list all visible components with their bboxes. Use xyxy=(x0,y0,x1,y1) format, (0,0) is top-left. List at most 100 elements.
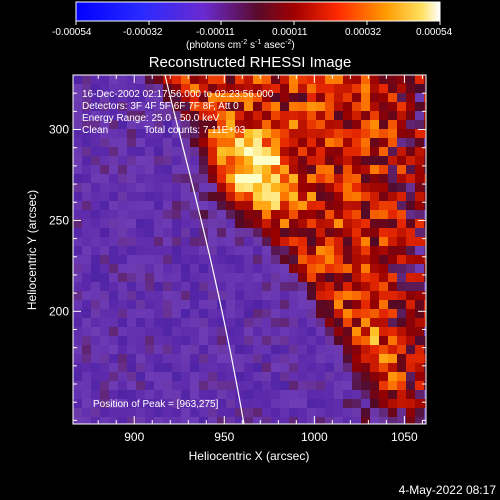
heatmap-cell xyxy=(388,390,398,400)
heatmap-cell xyxy=(100,255,110,265)
heatmap-cell xyxy=(334,336,344,346)
heatmap-image xyxy=(73,75,426,424)
heatmap-cell xyxy=(271,183,281,193)
heatmap-cell xyxy=(262,300,272,310)
heatmap-cell xyxy=(145,291,155,301)
heatmap-cell xyxy=(361,255,371,265)
tick-label: 300 xyxy=(49,123,69,137)
heatmap-cell xyxy=(118,255,128,265)
heatmap-cell xyxy=(208,246,218,256)
heatmap-cell xyxy=(181,381,191,391)
heatmap-cell xyxy=(352,318,362,328)
heatmap-cell xyxy=(262,372,272,382)
heatmap-cell xyxy=(406,129,416,139)
heatmap-cell xyxy=(217,93,227,103)
heatmap-cell xyxy=(73,381,83,391)
heatmap-cell xyxy=(424,363,426,373)
heatmap-cell xyxy=(118,174,128,184)
heatmap-cell xyxy=(190,408,200,418)
heatmap-cell xyxy=(100,381,110,391)
heatmap-cell xyxy=(172,336,182,346)
heatmap-cell xyxy=(73,273,83,283)
heatmap-cell xyxy=(235,201,245,211)
heatmap-cell xyxy=(172,363,182,373)
heatmap-cell xyxy=(73,93,83,103)
heatmap-cell xyxy=(109,327,119,337)
heatmap-cell xyxy=(415,138,425,148)
heatmap-cell xyxy=(424,381,426,391)
heatmap-cell xyxy=(289,165,299,175)
heatmap-cell xyxy=(226,210,236,220)
heatmap-cell xyxy=(244,309,254,319)
heatmap-cell xyxy=(82,147,92,157)
heatmap-cell xyxy=(289,102,299,112)
heatmap-cell xyxy=(325,291,335,301)
heatmap-cell xyxy=(379,201,389,211)
heatmap-cell xyxy=(379,138,389,148)
heatmap-cell xyxy=(415,192,425,202)
heatmap-cell xyxy=(235,354,245,364)
heatmap-cell xyxy=(343,345,353,355)
heatmap-cell xyxy=(262,318,272,328)
heatmap-cell xyxy=(163,300,173,310)
heatmap-cell xyxy=(325,156,335,166)
heatmap-cell xyxy=(388,417,398,424)
heatmap-cell xyxy=(217,147,227,157)
heatmap-cell xyxy=(91,309,101,319)
heatmap-cell xyxy=(217,372,227,382)
heatmap-cell xyxy=(262,309,272,319)
heatmap-cell xyxy=(73,120,83,130)
heatmap-cell xyxy=(154,417,164,424)
heatmap-cell xyxy=(388,165,398,175)
heatmap-cell xyxy=(424,120,426,130)
heatmap-cell xyxy=(190,255,200,265)
heatmap-cell xyxy=(397,201,407,211)
heatmap-cell xyxy=(190,165,200,175)
heatmap-cell xyxy=(307,219,317,229)
heatmap-cell xyxy=(127,183,137,193)
heatmap-cell xyxy=(415,318,425,328)
heatmap-cell xyxy=(145,210,155,220)
heatmap-cell xyxy=(136,102,146,112)
heatmap-cell xyxy=(361,363,371,373)
heatmap-cell xyxy=(253,327,263,337)
heatmap-cell xyxy=(136,129,146,139)
heatmap-cell xyxy=(118,318,128,328)
heatmap-cell xyxy=(118,192,128,202)
heatmap-cell xyxy=(280,219,290,229)
heatmap-cell xyxy=(289,336,299,346)
heatmap-cell xyxy=(298,309,308,319)
heatmap-cell xyxy=(172,318,182,328)
heatmap-cell xyxy=(82,228,92,238)
heatmap-cell xyxy=(172,192,182,202)
heatmap-cell xyxy=(334,282,344,292)
heatmap-cell xyxy=(424,111,426,121)
heatmap-cell xyxy=(73,102,83,112)
heatmap-cell xyxy=(397,165,407,175)
heatmap-cell xyxy=(388,291,398,301)
heatmap-cell xyxy=(127,300,137,310)
heatmap-cell xyxy=(406,327,416,337)
heatmap-cell xyxy=(316,192,326,202)
heatmap-cell xyxy=(136,201,146,211)
heatmap-cell xyxy=(91,246,101,256)
heatmap-cell xyxy=(334,111,344,121)
heatmap-cell xyxy=(289,120,299,130)
heatmap-cell xyxy=(307,147,317,157)
heatmap-cell xyxy=(145,129,155,139)
heatmap-cell xyxy=(388,264,398,274)
heatmap-cell xyxy=(217,318,227,328)
heatmap-cell xyxy=(271,228,281,238)
heatmap-cell xyxy=(334,291,344,301)
heatmap-cell xyxy=(244,129,254,139)
heatmap-cell xyxy=(181,174,191,184)
heatmap-cell xyxy=(406,309,416,319)
heatmap-cell xyxy=(397,336,407,346)
heatmap-cell xyxy=(316,264,326,274)
heatmap-cell xyxy=(253,129,263,139)
heatmap-cell xyxy=(352,147,362,157)
heatmap-cell xyxy=(244,102,254,112)
heatmap-cell xyxy=(316,354,326,364)
heatmap-cell xyxy=(379,75,389,85)
heatmap-cell xyxy=(424,102,426,112)
